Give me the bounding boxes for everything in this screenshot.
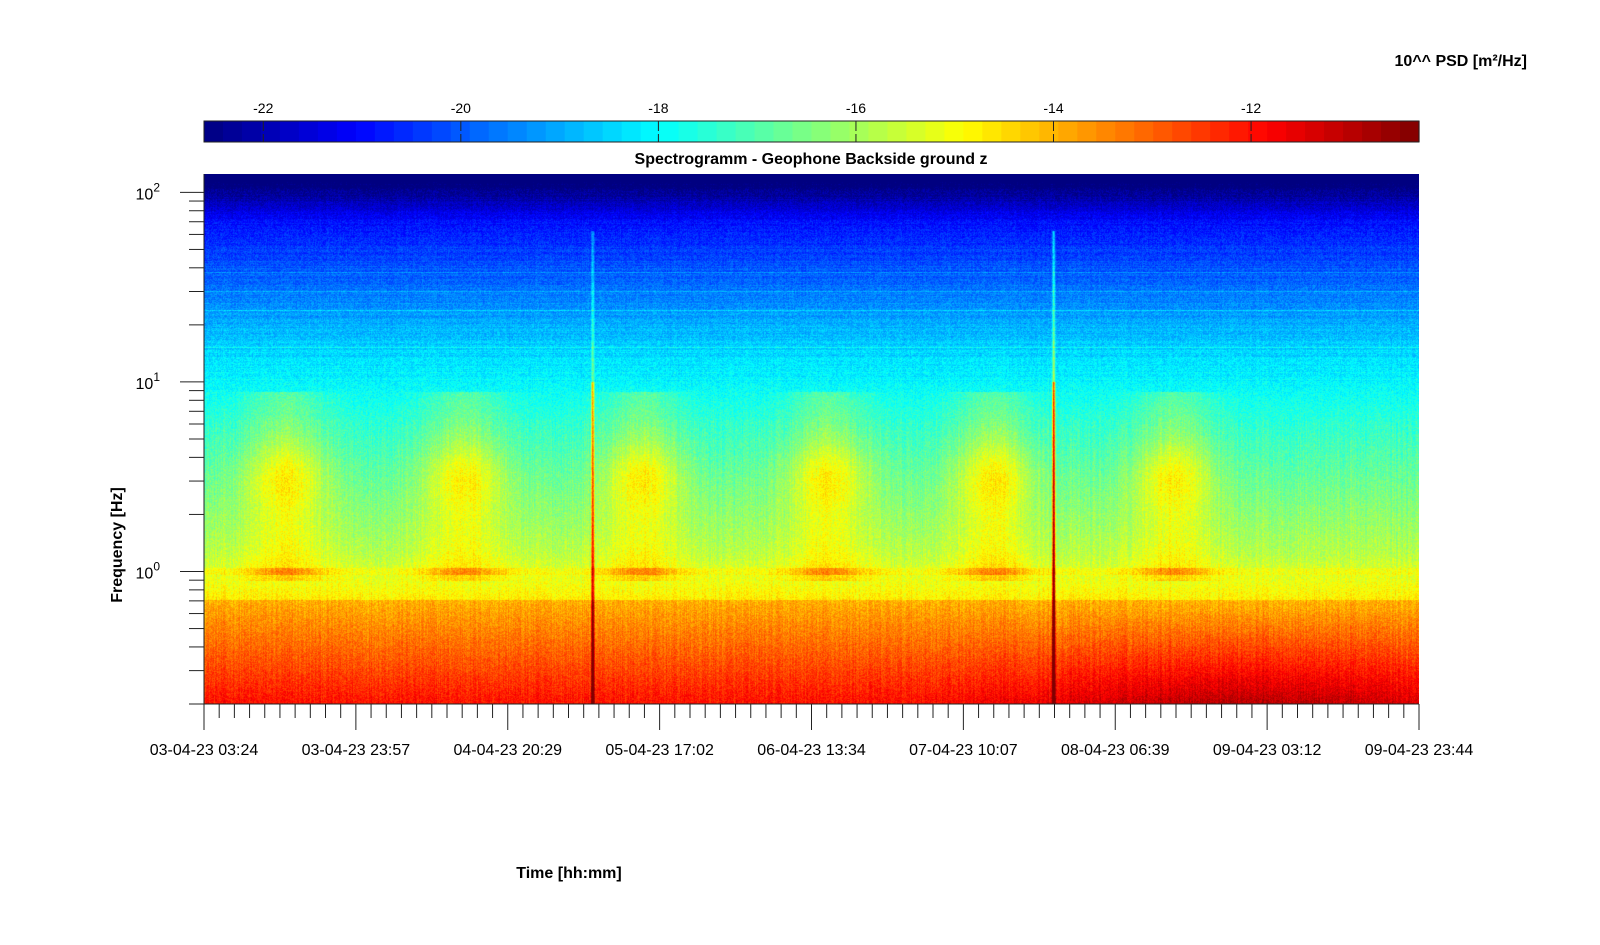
- colorbar-segment: [1381, 121, 1401, 142]
- colorbar-segment: [1324, 121, 1344, 142]
- chart-title: Spectrogramm - Geophone Backside ground …: [635, 151, 988, 168]
- colorbar-segment: [317, 121, 338, 142]
- y-axis-label: Frequency [Hz]: [109, 487, 126, 603]
- x-axis-label: Time [hh:mm]: [516, 865, 621, 882]
- colorbar-segment: [1058, 121, 1078, 142]
- colorbar-segment: [260, 121, 281, 142]
- colorbar-segment: [374, 121, 395, 142]
- colorbar-segment: [1020, 121, 1040, 142]
- colorbar-segment: [412, 121, 433, 142]
- colorbar-segment: [1096, 121, 1116, 142]
- colorbar-segment: [1248, 121, 1268, 142]
- colorbar-segment: [830, 121, 851, 142]
- colorbar-segment: [1305, 121, 1325, 142]
- y-tick-label: 101: [136, 370, 161, 393]
- colorbar-segment: [488, 121, 509, 142]
- x-axis: 03-04-23 03:24 03-04-23 23:57 04-04-23 20:…: [150, 703, 1474, 759]
- colorbar-segment: [1115, 121, 1135, 142]
- colorbar-segment: [1229, 121, 1249, 142]
- colorbar-segment: [336, 121, 357, 142]
- colorbar-segment: [1001, 121, 1021, 142]
- colorbar-segment: [1039, 121, 1059, 142]
- y-tick-label: 100: [136, 560, 161, 583]
- colorbar-segment: [1210, 121, 1230, 142]
- colorbar-segment: [716, 121, 737, 142]
- colorbar-segment: [298, 121, 319, 142]
- colorbar-segment: [925, 121, 945, 142]
- x-tick-label: 03-04-23 03:24: [150, 742, 259, 759]
- x-tick-label: 09-04-23 03:12: [1213, 742, 1322, 759]
- colorbar-segment: [393, 121, 414, 142]
- colorbar-segment: [887, 121, 908, 142]
- colorbar-segment: [1343, 121, 1363, 142]
- colorbar-segment: [1134, 121, 1154, 142]
- colorbar-segment: [526, 121, 547, 142]
- colorbar-segment: [583, 121, 604, 142]
- colorbar-segment: [222, 121, 243, 142]
- colorbar-tick-label: -18: [648, 100, 668, 116]
- colorbar-unit-label: 10^^ PSD [m²/Hz]: [1395, 53, 1527, 70]
- colorbar-segment: [678, 121, 699, 142]
- colorbar-segment: [1172, 121, 1192, 142]
- colorbar-segment: [906, 121, 926, 142]
- y-tick-label: 102: [136, 180, 161, 203]
- spectrogram-image: [204, 174, 1419, 704]
- colorbar-segment: [621, 121, 642, 142]
- colorbar-segment: [507, 121, 528, 142]
- x-tick-label: 08-04-23 06:39: [1061, 742, 1170, 759]
- x-tick-label: 04-04-23 20:29: [453, 742, 562, 759]
- colorbar-segment: [564, 121, 585, 142]
- colorbar-segment: [1400, 121, 1420, 142]
- colorbar-segment: [355, 121, 376, 142]
- colorbar-segment: [1362, 121, 1382, 142]
- x-tick-label: 09-04-23 23:44: [1365, 742, 1474, 759]
- colorbar-ticks: -22 -20 -18 -16 -14 -12: [253, 100, 1261, 142]
- colorbar-segment: [792, 121, 813, 142]
- colorbar-tick-label: -14: [1043, 100, 1063, 116]
- colorbar-segment: [279, 121, 300, 142]
- colorbar-segment: [545, 121, 566, 142]
- colorbar-segment: [773, 121, 794, 142]
- colorbar-segment: [204, 121, 224, 142]
- y-axis: 100 101 102: [136, 174, 205, 705]
- colorbar-segment: [735, 121, 756, 142]
- colorbar-segment: [944, 121, 964, 142]
- colorbar-segment: [1077, 121, 1097, 142]
- colorbar-segment: [640, 121, 661, 142]
- colorbar-segment: [868, 121, 889, 142]
- colorbar-segment: [431, 121, 452, 142]
- colorbar-segment: [849, 121, 870, 142]
- colorbar-segment: [450, 121, 471, 142]
- colorbar-segment: [241, 121, 262, 142]
- colorbar-segment: [659, 121, 680, 142]
- colorbar-segment: [602, 121, 623, 142]
- colorbar-tick-label: -16: [846, 100, 866, 116]
- colorbar-segment: [811, 121, 832, 142]
- colorbar-segment: [963, 121, 983, 142]
- colorbar-segment: [1153, 121, 1173, 142]
- colorbar-tick-label: -20: [451, 100, 471, 116]
- colorbar-segment: [469, 121, 490, 142]
- x-tick-label: 06-04-23 13:34: [757, 742, 866, 759]
- colorbar-tick-label: -22: [253, 100, 273, 116]
- colorbar-segment: [754, 121, 775, 142]
- colorbar-tick-label: -12: [1241, 100, 1261, 116]
- spectrogram-plot: [204, 174, 1419, 704]
- colorbar: [203, 120, 1420, 143]
- colorbar-segment: [697, 121, 718, 142]
- colorbar-segment: [1286, 121, 1306, 142]
- colorbar-segment: [982, 121, 1002, 142]
- colorbar-segment: [1191, 121, 1211, 142]
- colorbar-frame: [203, 120, 1420, 143]
- x-tick-label: 07-04-23 10:07: [909, 742, 1018, 759]
- x-tick-label: 03-04-23 23:57: [302, 742, 411, 759]
- colorbar-segment: [1267, 121, 1287, 142]
- x-tick-label: 05-04-23 17:02: [605, 742, 714, 759]
